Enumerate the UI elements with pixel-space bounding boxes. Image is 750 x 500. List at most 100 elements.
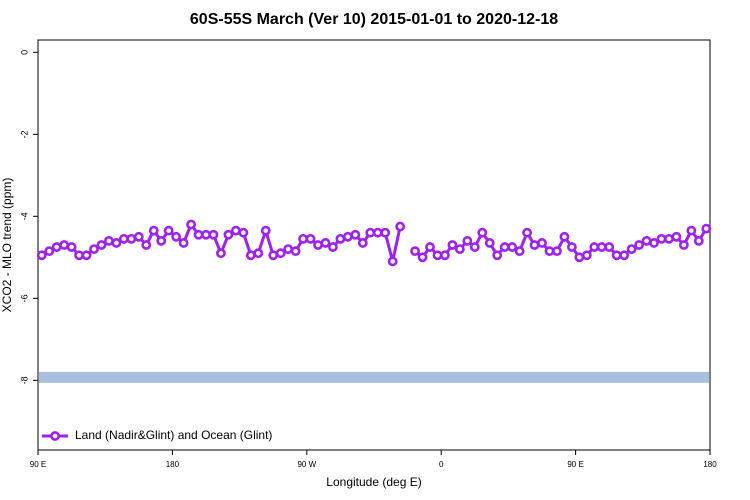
data-point (529, 240, 540, 250)
y-tick-label: -6 (19, 294, 29, 302)
data-point (89, 244, 99, 254)
data-point (454, 244, 465, 254)
data-point (104, 235, 114, 246)
x-tick-label: 180 (703, 460, 717, 469)
data-point (440, 250, 450, 261)
data-point (51, 242, 62, 252)
data-point (298, 233, 308, 244)
y-tick-label: 0 (19, 50, 29, 55)
x-tick-label: 90 W (297, 460, 316, 469)
data-point (305, 233, 316, 244)
data-point (260, 225, 271, 236)
y-tick-label: -4 (19, 212, 29, 220)
data-point (574, 252, 585, 263)
legend-label: Land (Nadir&Glint) and Ocean (Glint) (75, 428, 272, 442)
data-point (186, 219, 196, 230)
plot-frame (37, 39, 711, 451)
data-point (290, 246, 301, 257)
data-point (552, 246, 562, 257)
data-point (268, 250, 279, 261)
data-point (559, 231, 570, 242)
data-point (484, 238, 495, 248)
data-point (417, 252, 428, 263)
y-tick-label: -2 (19, 130, 29, 138)
data-point (178, 238, 189, 248)
y-axis-label: XCO2 - MLO trend (ppm) (0, 178, 14, 313)
data-point (328, 242, 338, 252)
data-point (163, 225, 174, 236)
data-point (387, 256, 398, 267)
data-point (372, 227, 383, 238)
data-point (634, 240, 644, 250)
data-point (693, 235, 704, 246)
data-point (596, 242, 607, 252)
data-point (208, 229, 219, 240)
data-point (59, 240, 70, 250)
x-tick-label: 0 (439, 460, 444, 469)
data-point (619, 250, 630, 261)
x-tick-label: 180 (166, 460, 180, 469)
x-tick-label: 90 E (30, 460, 46, 469)
data-point (148, 225, 159, 236)
data-point (223, 229, 234, 240)
data-point (81, 250, 92, 261)
data-point (477, 227, 488, 238)
data-point (641, 235, 652, 246)
data-point (537, 238, 547, 248)
data-point (701, 223, 712, 234)
data-point (656, 233, 667, 244)
data-point (253, 248, 264, 259)
legend-marker (50, 431, 60, 441)
chart-title: 60S-55S March (Ver 10) 2015-01-01 to 202… (190, 11, 558, 28)
x-tick-label: 90 E (567, 460, 583, 469)
data-point (686, 225, 697, 236)
x-axis-label: Longitude (deg E) (326, 475, 421, 489)
data-point (522, 227, 532, 238)
data-point (649, 238, 659, 248)
data-point (492, 250, 503, 261)
data-point (201, 229, 211, 240)
data-point (238, 227, 249, 238)
data-point (141, 240, 152, 250)
data-point (664, 233, 674, 244)
data-point (96, 240, 107, 250)
data-point (350, 229, 361, 240)
data-point (275, 248, 286, 259)
data-point (507, 242, 518, 252)
data-point (499, 242, 510, 252)
data-point (335, 233, 346, 244)
data-point (133, 231, 144, 242)
data-point (611, 250, 622, 261)
data-point (111, 238, 122, 248)
data-point (626, 244, 637, 254)
data-point (671, 231, 682, 242)
data-point (342, 231, 353, 242)
data-point (320, 238, 331, 248)
data-point (678, 240, 689, 250)
data-point (447, 240, 458, 250)
data-point (74, 250, 84, 261)
data-point (193, 229, 204, 240)
data-point (44, 246, 55, 257)
data-point (118, 233, 129, 244)
data-point (604, 242, 615, 252)
data-point (410, 246, 420, 257)
data-point (365, 227, 376, 238)
data-point (589, 242, 600, 252)
data-point (171, 231, 182, 242)
data-point (566, 242, 577, 252)
data-point (462, 235, 473, 246)
data-point (313, 240, 323, 250)
data-point (126, 233, 137, 244)
data-point (357, 238, 368, 248)
data-point (230, 225, 241, 236)
data-point (283, 244, 294, 254)
data-point (425, 242, 435, 252)
data-point (156, 235, 167, 246)
data-point (581, 250, 592, 261)
data-point (544, 246, 555, 257)
data-point (469, 242, 480, 252)
data-point (432, 250, 443, 261)
